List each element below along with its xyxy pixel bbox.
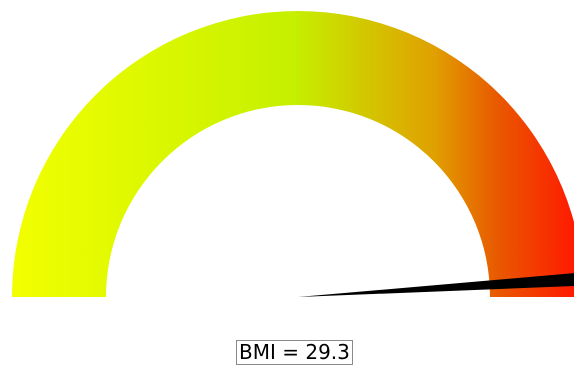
gauge-color-arc xyxy=(12,11,574,297)
gauge-needle xyxy=(298,273,574,297)
bmi-readout: BMI = 29.3 xyxy=(236,340,353,365)
